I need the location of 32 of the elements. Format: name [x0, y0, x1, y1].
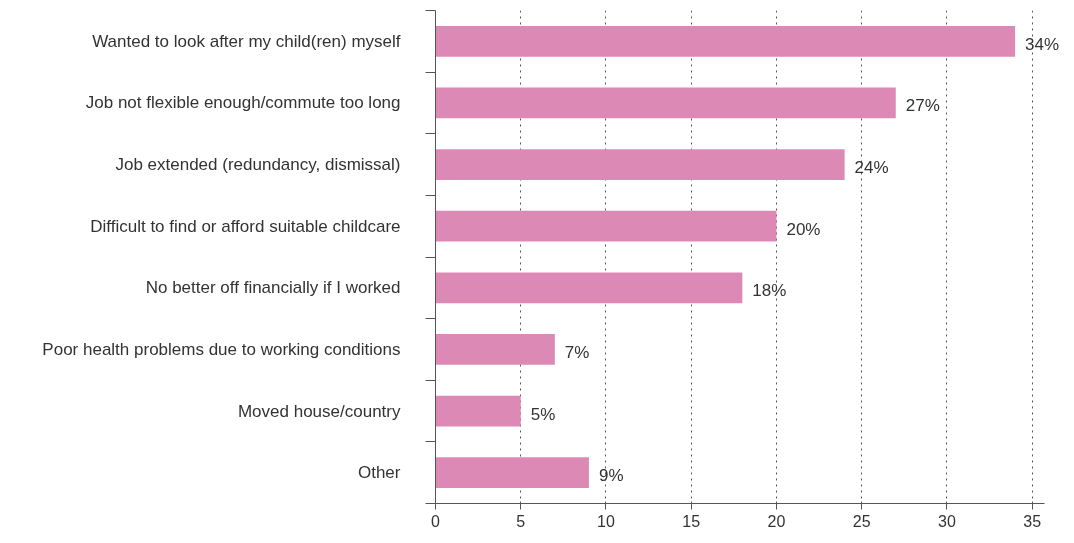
- bar: [435, 395, 521, 427]
- y-tick-label: Job not flexible enough/commute too long: [85, 93, 401, 113]
- x-tick-label: 15: [682, 512, 701, 530]
- y-tick-label: Job extended (redundancy, dismissal): [115, 155, 401, 175]
- y-tick-label: Difficult to find or afford suitable childcare: [90, 216, 401, 236]
- bar: [435, 210, 777, 242]
- data-label: 20%: [786, 219, 821, 239]
- bar: [435, 25, 1016, 57]
- y-tick-label: Moved house/country: [237, 401, 401, 421]
- x-tick-label: 10: [597, 512, 615, 530]
- bar: [435, 149, 845, 180]
- x-tick-label: 5: [516, 512, 526, 530]
- bar: [435, 272, 743, 304]
- data-label: 7%: [564, 342, 590, 362]
- y-tick-label: Poor health problems due to working conditions: [42, 339, 401, 359]
- x-tick-label: 25: [852, 512, 871, 530]
- data-label: 24%: [854, 158, 889, 178]
- data-label: 9%: [598, 466, 624, 486]
- x-tick-label: 30: [938, 512, 956, 530]
- data-label: 18%: [752, 281, 787, 301]
- bar: [435, 457, 589, 489]
- bar: [435, 87, 896, 119]
- x-tick-label: 0: [431, 512, 441, 530]
- data-label: 27%: [905, 96, 940, 116]
- data-label: 5%: [530, 404, 556, 424]
- y-tick-label: No better off financially if I worked: [145, 278, 401, 298]
- y-tick-label: Other: [357, 463, 401, 483]
- x-tick-label: 35: [1023, 512, 1042, 530]
- x-tick-label: 20: [767, 512, 786, 530]
- bar: [435, 334, 555, 365]
- y-tick-label: Wanted to look after my child(ren) myself: [92, 31, 401, 51]
- data-label: 34%: [1025, 34, 1060, 54]
